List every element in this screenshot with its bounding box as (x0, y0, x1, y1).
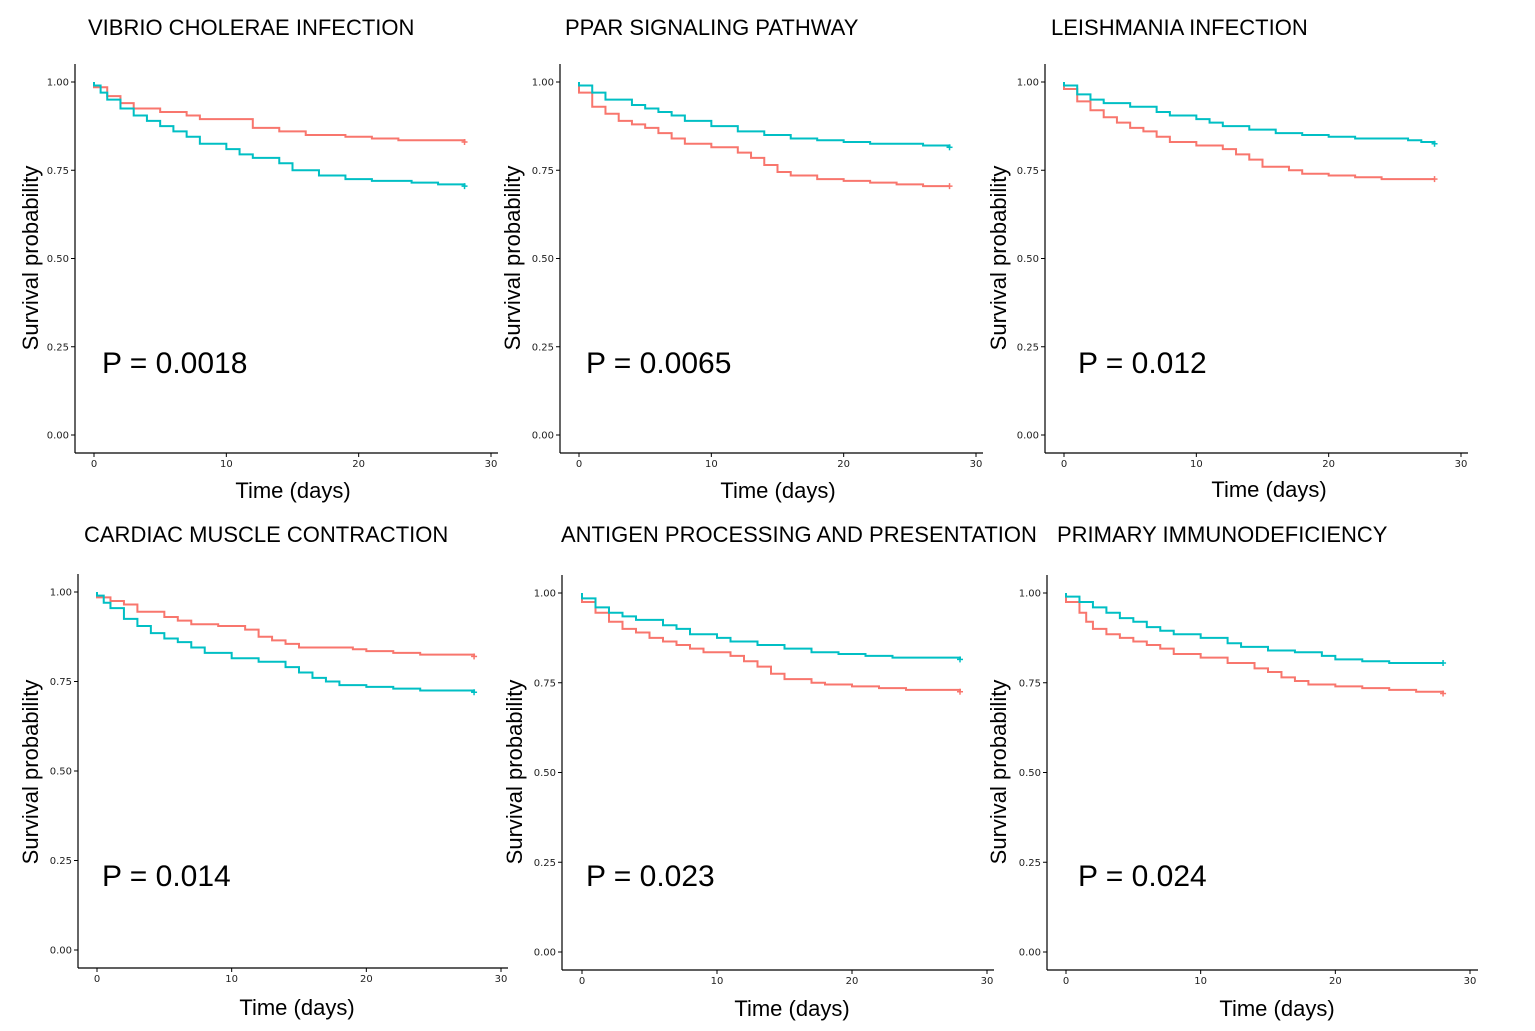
km-curve-cyan (93, 82, 466, 187)
y-tick-label: 1.00 (50, 588, 72, 599)
y-tick-label: 1.00 (1017, 78, 1039, 89)
y-tick-label: 1.00 (532, 78, 554, 89)
y-tick-label: 0.25 (532, 342, 554, 353)
y-tick-label: 0.50 (1017, 254, 1039, 265)
x-tick-label: 30 (1464, 976, 1477, 987)
x-tick-label: 10 (1190, 459, 1203, 470)
y-tick-label: 0.50 (534, 768, 556, 779)
y-axis-label: Survival probability (18, 680, 43, 865)
km-curve-red (578, 82, 950, 188)
x-tick-label: 30 (1455, 459, 1468, 470)
y-tick-label: 0.50 (47, 254, 69, 265)
km-curve-red (96, 592, 476, 657)
y-axis-label: Survival probability (500, 166, 525, 351)
y-axis-label: Survival probability (502, 680, 527, 865)
y-tick-label: 0.00 (1017, 431, 1039, 442)
x-tick-label: 0 (1061, 459, 1067, 470)
km-curve-cyan (96, 592, 476, 693)
p-value-annotation: P = 0.0018 (102, 347, 247, 380)
x-tick-label: 20 (1329, 976, 1342, 987)
x-axis-label: Time (days) (1219, 996, 1334, 1021)
x-tick-label: 20 (360, 974, 373, 985)
y-tick-label: 0.25 (534, 858, 556, 869)
p-value-annotation: P = 0.024 (1078, 860, 1207, 893)
x-tick-label: 20 (352, 459, 365, 470)
y-tick-label: 0.75 (532, 166, 554, 177)
y-tick-label: 0.50 (532, 254, 554, 265)
y-tick-label: 0.00 (50, 946, 72, 957)
km-panel: PPAR SIGNALING PATHWAY 0.00 0.25 0.50 0.75 1.… (500, 15, 983, 503)
km-panel: VIBRIO CHOLERAE INFECTION 0.00 0.25 0.50 0.7… (18, 15, 498, 503)
x-tick-label: 10 (225, 974, 238, 985)
x-tick-label: 20 (1322, 459, 1335, 470)
km-curve-cyan (1063, 82, 1436, 144)
x-tick-label: 30 (495, 974, 508, 985)
y-tick-label: 0.75 (47, 166, 69, 177)
km-curve-red (1063, 82, 1435, 181)
y-tick-label: 0.75 (1017, 166, 1039, 177)
x-tick-label: 20 (846, 976, 859, 987)
y-tick-label: 0.25 (1017, 342, 1039, 353)
km-panel: CARDIAC MUSCLE CONTRACTION 0.00 0.25 0.50 0.… (18, 522, 508, 1020)
p-value-annotation: P = 0.012 (1078, 347, 1207, 380)
y-tick-label: 0.75 (534, 678, 556, 689)
x-tick-label: 10 (711, 976, 724, 987)
x-axis-label: Time (days) (1211, 477, 1326, 502)
panel-title: LEISHMANIA INFECTION (1051, 15, 1308, 40)
p-value-annotation: P = 0.023 (586, 860, 715, 893)
y-axis-label: Survival probability (18, 166, 43, 351)
y-tick-label: 0.25 (1019, 858, 1041, 869)
x-tick-label: 10 (1194, 976, 1207, 987)
km-panel: PRIMARY IMMUNODEFICIENCY 0.00 0.25 0.50 0.75… (986, 522, 1478, 1021)
y-tick-label: 0.00 (47, 431, 69, 442)
x-tick-label: 30 (970, 459, 983, 470)
km-panel: LEISHMANIA INFECTION 0.00 0.25 0.50 0.75 1.00… (986, 15, 1468, 502)
panel-title: ANTIGEN PROCESSING AND PRESENTATION (561, 522, 1037, 547)
panel-title: CARDIAC MUSCLE CONTRACTION (84, 522, 448, 547)
y-axis-label: Survival probability (986, 166, 1011, 351)
y-tick-label: 0.00 (1019, 948, 1041, 959)
km-curve-cyan (1065, 593, 1444, 665)
x-tick-label: 20 (837, 459, 850, 470)
km-curve-cyan (581, 593, 961, 660)
y-tick-label: 0.00 (534, 948, 556, 959)
p-value-annotation: P = 0.0065 (586, 347, 731, 380)
y-tick-label: 0.50 (1019, 768, 1041, 779)
y-tick-label: 0.00 (532, 431, 554, 442)
y-tick-label: 0.50 (50, 767, 72, 778)
x-tick-label: 10 (705, 459, 718, 470)
y-tick-label: 0.25 (47, 342, 69, 353)
x-axis-label: Time (days) (235, 478, 350, 503)
km-curve-cyan (578, 82, 951, 148)
km-curve-red (581, 593, 961, 692)
x-axis-label: Time (days) (734, 996, 849, 1021)
panel-title: PPAR SIGNALING PATHWAY (565, 15, 859, 40)
x-tick-label: 0 (579, 976, 585, 987)
x-axis-label: Time (days) (720, 478, 835, 503)
x-tick-label: 30 (485, 459, 498, 470)
km-curve-red (93, 82, 466, 143)
x-tick-label: 0 (576, 459, 582, 470)
y-tick-label: 1.00 (534, 589, 556, 600)
panel-title: VIBRIO CHOLERAE INFECTION (88, 15, 414, 40)
x-axis-label: Time (days) (239, 995, 354, 1020)
y-tick-label: 1.00 (47, 78, 69, 89)
x-tick-label: 0 (1063, 976, 1069, 987)
x-tick-label: 0 (91, 459, 97, 470)
p-value-annotation: P = 0.014 (102, 860, 231, 893)
x-tick-label: 0 (94, 974, 100, 985)
km-panel: ANTIGEN PROCESSING AND PRESENTATION 0.00 0… (502, 522, 1037, 1021)
y-tick-label: 1.00 (1019, 589, 1041, 600)
x-tick-label: 30 (981, 976, 994, 987)
y-tick-label: 0.75 (50, 677, 72, 688)
y-tick-label: 0.75 (1019, 678, 1041, 689)
panel-title: PRIMARY IMMUNODEFICIENCY (1057, 522, 1388, 547)
y-tick-label: 0.25 (50, 856, 72, 867)
y-axis-label: Survival probability (986, 680, 1011, 865)
km-curve-red (1065, 593, 1445, 694)
x-tick-label: 10 (220, 459, 233, 470)
